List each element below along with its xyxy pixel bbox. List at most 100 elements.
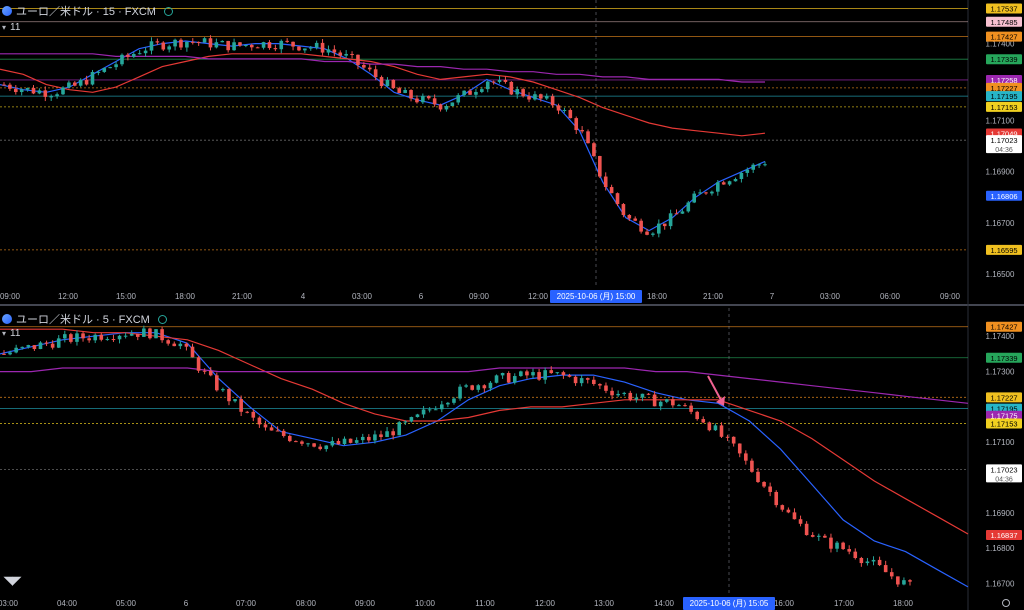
top-candle-body [426,96,431,99]
top-candle-body [291,41,295,47]
top-candle-body [527,96,531,100]
bottom-candle-body [421,409,426,415]
bottom-price-label-box [986,418,1022,429]
bottom-candle-body [348,438,353,443]
top-candle-body [61,87,65,95]
bottom-candle-body [63,334,67,339]
bottom-candle-body [38,342,43,350]
bottom-time-label: 04:00 [57,599,78,608]
top-price-label-box [986,54,1022,65]
bottom-candle-body [816,535,821,537]
bottom-candle-body [847,549,851,552]
bottom-time-label: 14:00 [654,599,675,608]
top-panel-header[interactable]: ユーロ／米ドル · 15 · FXCM [2,3,173,19]
top-candle-body [373,69,378,78]
top-candle-body [362,64,366,68]
top-candle-body [137,53,142,55]
top-candle-body [421,96,425,103]
bottom-price-label: 1.17023 [990,465,1017,474]
bottom-candle-body [677,405,681,407]
top-candle-body [114,64,118,68]
top-price-label-box [986,16,1022,27]
bottom-candle-body [531,372,535,376]
bottom-crosshair-time-box [683,597,775,610]
top-candle-body [285,40,289,42]
bottom-candle-body [512,376,517,383]
top-candle-body [179,39,183,48]
bottom-candle-body [32,345,37,350]
top-axis-tick-label: 1.16500 [986,270,1015,279]
top-candle-body [710,191,714,194]
top-candle-body [603,176,608,188]
top-time-label: 09:00 [940,292,961,301]
top-price-label: 1.17195 [990,92,1017,101]
top-candle-body [190,41,195,43]
bottom-panel-header[interactable]: ユーロ／米ドル · 5 · FXCM [2,311,167,327]
bottom-candle-body [543,370,547,380]
bottom-candle-body [190,346,195,358]
bottom-candle-body [172,343,177,347]
top-time-label: 15:00 [116,292,137,301]
top-candle-body [639,220,643,232]
top-price-label: 1.17427 [990,33,1017,42]
top-candle-body [226,40,230,51]
top-time-label: 12:00 [528,292,549,301]
top-candle-body [686,202,691,212]
bottom-candle-body [403,421,408,423]
bottom-candle-body [342,438,347,445]
bottom-axis-tick-label: 1.17400 [986,332,1015,341]
bottom-candle-body [610,390,614,396]
top-candle-body [704,192,708,194]
bottom-price-label: 1.17227 [990,393,1017,402]
top-candle-body [751,164,756,170]
bottom-candle-body [44,342,49,344]
bottom-price-label-box [986,464,1022,483]
bottom-candle-body [725,436,730,438]
top-candle-body [120,54,124,65]
symbol-logo-icon [2,6,12,16]
top-candle-body [586,131,590,144]
bottom-candle-body [26,345,31,347]
bottom-candle-body [774,491,779,506]
top-candle-body [126,54,130,57]
top-candle-body [568,110,573,119]
bottom-indicator-toggle[interactable]: ▾ 11 [2,328,20,339]
annotation-arrow-shaft [707,375,723,403]
bottom-candle-body [464,385,468,387]
top-price-label: 1.17537 [990,4,1017,13]
bottom-candle-body [324,445,329,450]
bottom-candle-body [233,399,237,402]
bottom-candle-body [360,436,365,441]
bottom-candle-body [75,333,79,342]
top-candle-body [539,94,543,99]
top-time-label: 03:00 [352,292,373,301]
top-candle-body [67,82,71,88]
top-candle-body [468,90,472,95]
bottom-candle-body [500,372,505,376]
bottom-candle-body [780,505,785,510]
bottom-price-label: 1.17339 [990,354,1017,363]
bottom-candle-body [452,398,456,403]
bottom-candle-body [756,471,760,482]
top-candle-body [31,87,36,94]
bottom-candle-body [245,411,250,413]
bottom-ma-line [0,367,969,404]
top-candle-body [173,39,177,47]
bottom-candle-body [111,339,116,341]
bottom-candle-body [695,411,699,420]
top-candle-body [391,79,396,89]
bottom-candle-body [239,399,243,412]
top-candle-body [432,98,437,105]
top-indicator-toggle[interactable]: ▾ 11 [2,22,20,33]
bottom-candle-body [829,537,833,549]
bottom-candle-body [877,559,882,566]
bottom-candle-body [889,572,894,577]
bottom-candle-body [646,393,651,395]
top-time-label: 21:00 [703,292,724,301]
bottom-axis-tick-label: 1.17100 [986,438,1015,447]
bottom-candle-body [798,519,803,524]
top-candle-body [633,218,638,221]
top-candle-body [185,41,189,48]
top-price-label-box [986,74,1022,85]
